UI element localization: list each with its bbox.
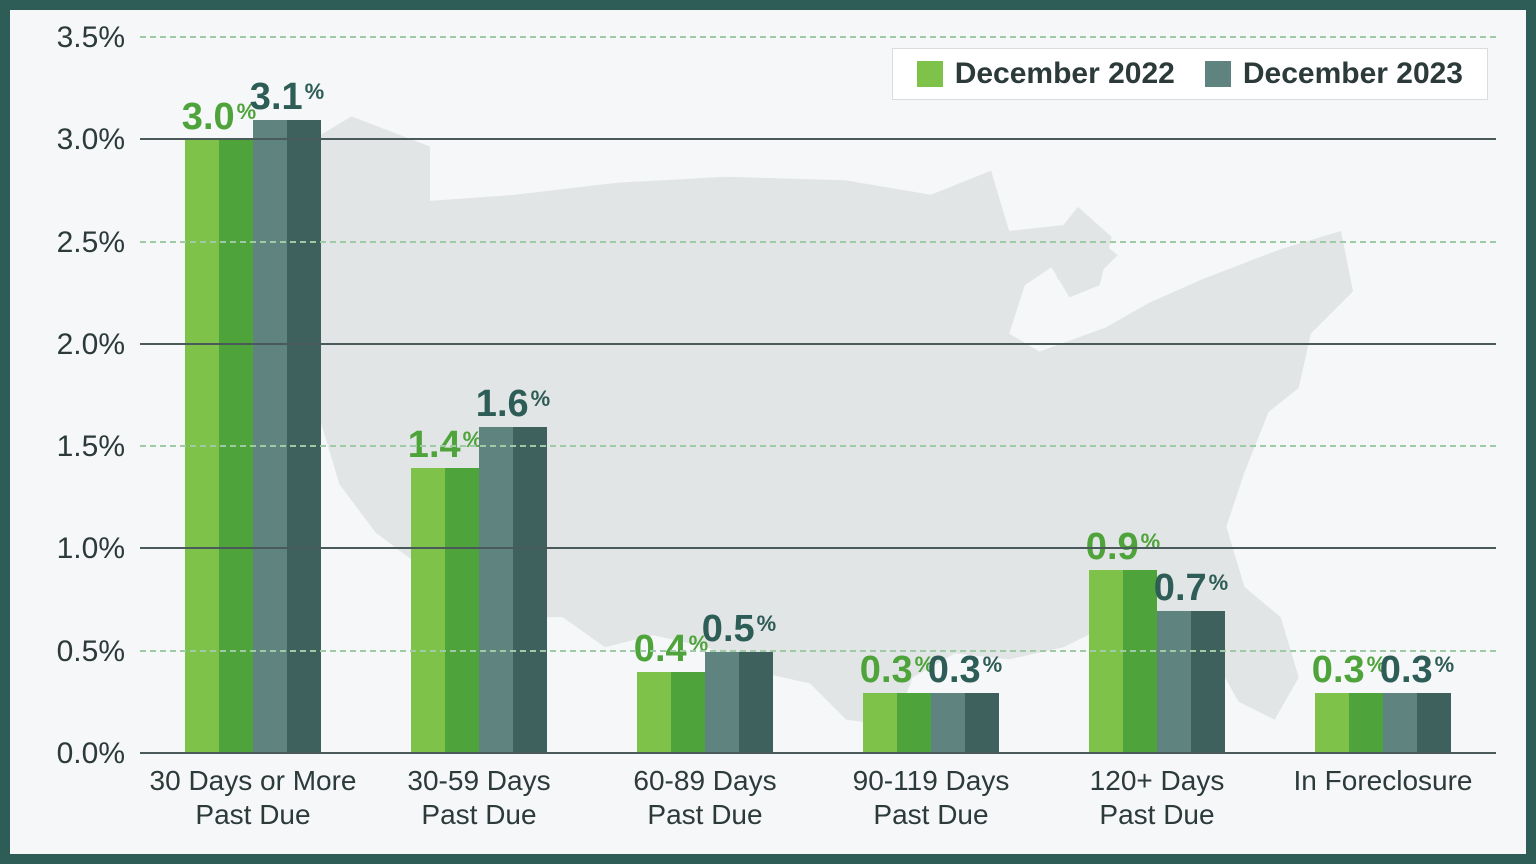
- y-axis-tick-label: 2.5%: [57, 226, 125, 260]
- bar-face-light: [253, 120, 287, 754]
- bar-face-light: [1383, 693, 1417, 754]
- bar-face-light: [479, 427, 513, 754]
- bar-value-number: 3.0: [182, 98, 235, 136]
- bar-face-light: [863, 693, 897, 754]
- bar-face-dark: [965, 693, 999, 754]
- bar: 0.3%: [1315, 693, 1383, 754]
- bar-value-label: 0.7%: [1154, 569, 1228, 607]
- bar-face-dark: [1417, 693, 1451, 754]
- bar-value-number: 0.7: [1154, 569, 1207, 607]
- x-axis-label: 30 Days or MorePast Due: [140, 754, 366, 854]
- x-axis-label: 90-119 DaysPast Due: [818, 754, 1044, 854]
- x-axis-label: 120+ DaysPast Due: [1044, 754, 1270, 854]
- bar-value-number: 0.3: [1380, 651, 1433, 689]
- bar-value-label: 0.5%: [702, 610, 776, 648]
- bar: 0.5%: [705, 652, 773, 754]
- bar-value-percent-sign: %: [983, 654, 1003, 676]
- chart-panel: December 2022 December 2023 3.0%3.1%1.4%…: [10, 10, 1526, 854]
- bar-value-number: 0.3: [860, 651, 913, 689]
- bar-face-dark: [671, 672, 705, 754]
- bar: 0.4%: [637, 672, 705, 754]
- gridline-major: 2.0%: [140, 343, 1496, 345]
- gridline-minor: 3.5%: [140, 36, 1496, 38]
- bar-face-dark: [897, 693, 931, 754]
- gridline-major: 1.0%: [140, 547, 1496, 549]
- bar-value-number: 3.1: [250, 78, 303, 116]
- outer-frame: December 2022 December 2023 3.0%3.1%1.4%…: [0, 0, 1536, 864]
- bar-groups: 3.0%3.1%1.4%1.6%0.4%0.5%0.3%0.3%0.9%0.7%…: [140, 38, 1496, 754]
- bar-group: 0.4%0.5%: [592, 38, 818, 754]
- y-axis-tick-label: 2.0%: [57, 328, 125, 362]
- x-axis-labels: 30 Days or MorePast Due30-59 DaysPast Du…: [140, 754, 1496, 854]
- bar-group: 3.0%3.1%: [140, 38, 366, 754]
- legend: December 2022 December 2023: [892, 48, 1488, 100]
- bar-face-light: [637, 672, 671, 754]
- bar-value-number: 0.3: [1312, 651, 1365, 689]
- gridline-minor: 0.5%: [140, 650, 1496, 652]
- bar-face-dark: [1349, 693, 1383, 754]
- y-axis-tick-label: 0.5%: [57, 635, 125, 669]
- legend-swatch-2023: [1205, 61, 1231, 87]
- y-axis-tick-label: 0.0%: [57, 737, 125, 771]
- bar: 0.9%: [1089, 570, 1157, 754]
- bar-group: 0.9%0.7%: [1044, 38, 1270, 754]
- legend-label-2023: December 2023: [1243, 57, 1463, 91]
- bar-face-dark: [739, 652, 773, 754]
- bar-face-dark: [513, 427, 547, 754]
- bar-face-light: [931, 693, 965, 754]
- y-axis-tick-label: 3.0%: [57, 123, 125, 157]
- x-axis-label: 30-59 DaysPast Due: [366, 754, 592, 854]
- bar-value-percent-sign: %: [757, 613, 777, 635]
- bar-group: 1.4%1.6%: [366, 38, 592, 754]
- bar-value-percent-sign: %: [1141, 531, 1161, 553]
- bar-value-percent-sign: %: [1209, 572, 1229, 594]
- bar-face-light: [1089, 570, 1123, 754]
- bar-value-number: 1.6: [476, 385, 529, 423]
- legend-swatch-2022: [917, 61, 943, 87]
- bar-face-light: [1157, 611, 1191, 754]
- x-axis-label: In Foreclosure: [1270, 754, 1496, 854]
- bar-value-number: 0.3: [928, 651, 981, 689]
- y-axis-tick-label: 3.5%: [57, 21, 125, 55]
- bar-face-light: [705, 652, 739, 754]
- bar-value-label: 3.0%: [182, 98, 256, 136]
- x-axis-label: 60-89 DaysPast Due: [592, 754, 818, 854]
- bar-value-label: 1.6%: [476, 385, 550, 423]
- chart-area: December 2022 December 2023 3.0%3.1%1.4%…: [10, 10, 1526, 854]
- bar-face-dark: [1123, 570, 1157, 754]
- legend-item-2022: December 2022: [917, 57, 1175, 91]
- gridline-minor: 1.5%: [140, 445, 1496, 447]
- bar-value-label: 0.3%: [1380, 651, 1454, 689]
- y-axis-tick-label: 1.0%: [57, 532, 125, 566]
- bar-face-light: [1315, 693, 1349, 754]
- gridline-major: 3.0%: [140, 138, 1496, 140]
- bar-face-dark: [1191, 611, 1225, 754]
- bar-group: 0.3%0.3%: [818, 38, 1044, 754]
- bar-face-dark: [445, 468, 479, 754]
- legend-item-2023: December 2023: [1205, 57, 1463, 91]
- legend-label-2022: December 2022: [955, 57, 1175, 91]
- gridline-minor: 2.5%: [140, 241, 1496, 243]
- bar-face-dark: [287, 120, 321, 754]
- bar-value-label: 0.3%: [928, 651, 1002, 689]
- bar-value-percent-sign: %: [1435, 654, 1455, 676]
- bar: 3.1%: [253, 120, 321, 754]
- bar-value-label: 0.3%: [1312, 651, 1386, 689]
- bar: 1.6%: [479, 427, 547, 754]
- bar: 0.3%: [1383, 693, 1451, 754]
- bar-face-light: [411, 468, 445, 754]
- plot-area: 3.0%3.1%1.4%1.6%0.4%0.5%0.3%0.3%0.9%0.7%…: [140, 38, 1496, 754]
- bar: 0.7%: [1157, 611, 1225, 754]
- bar: 1.4%: [411, 468, 479, 754]
- bar: 0.3%: [931, 693, 999, 754]
- bar-value-number: 0.5: [702, 610, 755, 648]
- y-axis-tick-label: 1.5%: [57, 430, 125, 464]
- bar-value-percent-sign: %: [531, 388, 551, 410]
- bar: 0.3%: [863, 693, 931, 754]
- bar-value-label: 0.3%: [860, 651, 934, 689]
- bar-value-label: 3.1%: [250, 78, 324, 116]
- bar-group: 0.3%0.3%: [1270, 38, 1496, 754]
- bar-value-percent-sign: %: [305, 81, 325, 103]
